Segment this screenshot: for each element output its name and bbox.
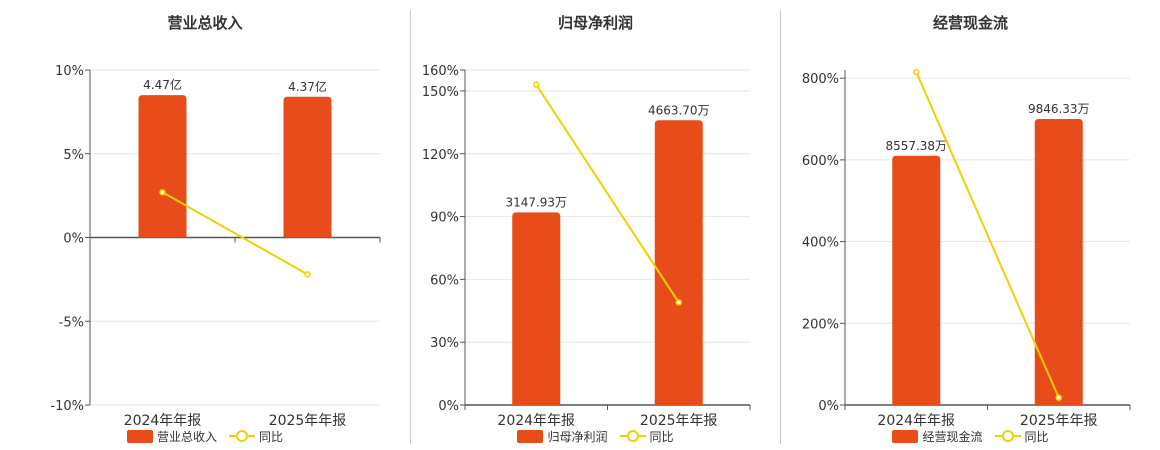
y-tick-label: 60% [430,273,459,288]
legend-item-bar[interactable]: 经营现金流 [892,428,983,445]
bar [138,95,187,238]
net-profit-chart-panel: 归母净利润 160% 150% 120% 90% 60% 30% 0% 3147.93万 466… [411,0,780,450]
y-tick-label: 0% [438,399,459,414]
legend-line-label: 同比 [649,429,674,444]
y-tick-label: 5% [63,148,84,163]
x-tick-label: 2025年年报 [1020,413,1098,429]
yoy-point [159,189,166,196]
bar-data-label: 4.37亿 [288,79,327,94]
legend-item-line[interactable]: 同比 [229,428,283,445]
chart-title: 经营现金流 [932,14,1008,32]
cash-flow-chart-panel: 经营现金流 800% 600% 400% 200% 0% 8557.38万 9846.33万… [781,0,1160,450]
y-tick-label: 0% [818,399,839,414]
y-tick-label: 150% [422,85,459,100]
x-tick-label: 2025年年报 [269,413,347,429]
x-tick-label: 2024年年报 [124,413,202,429]
legend-item-bar[interactable]: 归母净利润 [517,428,608,445]
chart-title: 营业总收入 [167,14,243,32]
legend-bar-swatch [126,429,153,443]
legend-bar-swatch [517,429,544,443]
yoy-point [913,68,920,76]
y-tick-label: -5% [59,315,84,330]
y-tick-label: 10% [55,64,84,79]
legend-line-label: 同比 [259,429,284,444]
legend-line-swatch [619,429,646,443]
legend-bar-label: 归母净利润 [547,429,608,444]
panel-divider [410,10,411,444]
panel-divider [780,10,781,444]
yoy-line [535,84,680,303]
y-tick-label: 160% [422,64,459,79]
yoy-line [162,191,308,276]
revenue-chart: 10% 5% 0% -5% -10% 4.47亿 4.37亿 2024年年报 2025年年报 [50,64,381,429]
bar-data-label: 3147.93万 [505,195,567,209]
revenue-chart-panel: 营业总收入 10% 5% 0% -5% -10% 4.47亿 4.37亿 2024年年报 202… [0,0,410,450]
x-tick-label: 2024年年报 [877,413,955,429]
bar [512,212,561,405]
chart-legend[interactable]: 归母净利润 同比 [411,427,780,445]
legend-line-swatch [994,429,1021,443]
legend-bar-label: 经营现金流 [922,429,983,444]
yoy-point [304,271,311,278]
y-tick-label: 800% [802,72,839,87]
yoy-point [675,299,682,306]
yoy-point [533,81,540,88]
bar [283,96,332,238]
net-profit-chart: 160% 150% 120% 90% 60% 30% 0% 3147.93万 4663.70万 2… [422,64,751,429]
chart-title: 归母净利润 [557,14,633,32]
bar-data-label: 8557.38万 [885,139,947,153]
y-tick-label: 600% [802,154,839,169]
bar-data-label: 4663.70万 [648,103,710,117]
y-tick-label: 400% [802,236,839,251]
legend-bar-label: 营业总收入 [156,429,217,444]
x-tick-label: 2024年年报 [497,413,575,429]
legend-item-line[interactable]: 同比 [994,428,1049,445]
bar [892,155,941,405]
chart-legend[interactable]: 经营现金流 同比 [781,427,1160,445]
y-tick-label: 90% [430,211,459,226]
bar [1034,119,1083,406]
legend-item-line[interactable]: 同比 [619,428,674,445]
legend-line-swatch [229,429,255,443]
yoy-point [1055,394,1062,401]
yoy-line [915,71,1060,399]
bar-data-label: 4.47亿 [143,77,182,92]
legend-bar-swatch [892,429,919,443]
cash-flow-chart: 800% 600% 400% 200% 0% 8557.38万 9846.33万 2024年年… [802,68,1131,429]
legend-item-bar[interactable]: 营业总收入 [126,428,217,445]
chart-legend[interactable]: 营业总收入 同比 [0,427,410,445]
y-tick-label: 200% [802,317,839,332]
bar [654,120,703,405]
y-tick-label: -10% [50,399,84,414]
x-tick-label: 2025年年报 [640,413,718,429]
legend-line-label: 同比 [1024,429,1049,444]
y-tick-label: 30% [430,336,459,351]
y-tick-label: 0% [63,232,84,247]
bar-data-label: 9846.33万 [1028,102,1090,116]
y-tick-label: 120% [422,148,459,163]
